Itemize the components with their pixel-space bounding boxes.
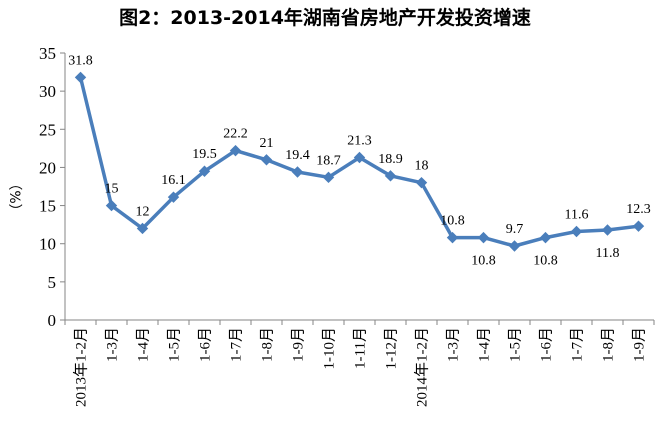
y-tick-label: 5 <box>48 273 57 292</box>
x-tick-label: 1-12月 <box>384 327 400 370</box>
data-label: 16.1 <box>161 173 186 188</box>
y-tick-label: 20 <box>39 158 56 177</box>
data-point <box>260 154 273 166</box>
x-tick-label: 1-6月 <box>198 327 214 362</box>
data-point <box>570 225 583 238</box>
data-label: 10.8 <box>533 254 558 269</box>
data-label: 18 <box>415 159 429 174</box>
data-point <box>477 231 490 244</box>
x-tick-label: 1-7月 <box>229 327 245 362</box>
x-tick-label: 2013年1-2月 <box>73 327 90 407</box>
data-label: 10.8 <box>440 214 465 229</box>
data-label: 31.8 <box>68 53 93 68</box>
x-tick-label: 1-10月 <box>322 327 338 370</box>
data-point <box>508 240 521 252</box>
data-point <box>415 176 428 189</box>
data-point <box>229 144 242 157</box>
data-point <box>167 191 180 203</box>
y-tick-label: 0 <box>48 311 57 330</box>
chart-title: 图2：2013-2014年湖南省房地产开发投资增速 <box>119 6 531 29</box>
data-label: 19.5 <box>192 147 217 162</box>
data-point <box>384 170 397 182</box>
data-label: 12.3 <box>626 202 651 217</box>
data-point <box>105 199 118 212</box>
x-tick-label: 1-8月 <box>601 327 617 362</box>
data-label: 10.8 <box>471 254 496 269</box>
data-point <box>74 71 87 84</box>
data-point <box>632 220 645 232</box>
x-tick-label: 1-3月 <box>105 327 121 362</box>
data-point <box>601 224 614 236</box>
x-tick-label: 1-9月 <box>291 327 307 362</box>
x-tick-label: 1-8月 <box>260 327 276 362</box>
data-point <box>322 171 335 184</box>
x-tick-label: 1-4月 <box>136 327 152 362</box>
y-tick-label: 25 <box>39 120 56 139</box>
series-markers <box>74 71 645 252</box>
data-label: 19.4 <box>285 148 310 163</box>
data-labels: 31.8 15 12 16.1 19.5 22.2 21 19.4 18.7 21.3 18.9 18… <box>68 53 651 268</box>
data-label: 11.8 <box>596 246 620 261</box>
data-point <box>291 166 304 178</box>
data-point <box>136 222 149 235</box>
y-tick-label: 15 <box>39 197 56 216</box>
x-tick-label: 1-7月 <box>570 327 586 362</box>
data-point <box>198 165 211 177</box>
y-tick-label: 30 <box>39 82 56 101</box>
y-axis-ticks: 0 5 10 15 20 25 30 35 <box>39 44 65 330</box>
data-point <box>539 231 552 244</box>
data-label: 18.9 <box>378 152 403 167</box>
axes <box>64 53 654 321</box>
data-label: 12 <box>136 204 150 219</box>
y-axis-label: （%） <box>6 176 22 217</box>
x-tick-label: 1-6月 <box>539 327 555 362</box>
data-label: 15 <box>105 182 119 197</box>
data-label: 9.7 <box>506 222 524 237</box>
data-point <box>353 151 366 164</box>
x-tick-label: 1-5月 <box>508 327 524 362</box>
x-tick-label: 1-5月 <box>167 327 183 362</box>
x-tick-label: 2014年1-2月 <box>414 327 431 407</box>
x-tick-label: 1-9月 <box>632 327 648 362</box>
x-tick-label: 1-4月 <box>477 327 493 362</box>
data-point <box>446 231 459 244</box>
x-tick-label: 1-11月 <box>353 327 369 369</box>
y-tick-label: 10 <box>39 235 56 254</box>
x-axis-ticks: 2013年1-2月 1-3月 1-4月 1-5月 1-6月 1-7月 1-8月 1-9月 1-1… <box>64 320 655 407</box>
data-label: 21 <box>260 136 274 151</box>
x-tick-label: 1-3月 <box>446 327 462 362</box>
data-label: 11.6 <box>565 208 589 223</box>
data-label: 22.2 <box>223 127 248 142</box>
data-label: 18.7 <box>316 153 341 168</box>
data-label: 21.3 <box>347 134 372 149</box>
y-tick-label: 35 <box>39 44 56 63</box>
